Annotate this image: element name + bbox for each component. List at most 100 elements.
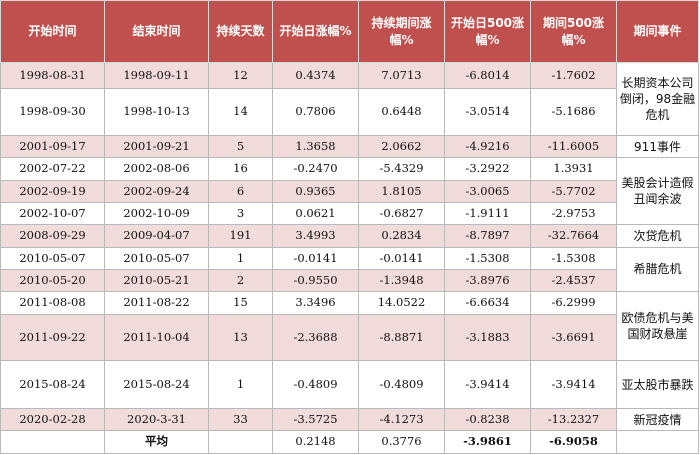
- cell-event: 欧债危机与美国财政悬崖: [616, 291, 699, 362]
- table-row: 1998-08-31 1998-09-11 12 0.4374 7.0713 -…: [0, 61, 699, 137]
- cell-period-change: -8.8871: [358, 313, 445, 362]
- average-label: 平均: [104, 430, 209, 454]
- table-row: 2010-05-07 2010-05-07 1 -0.0141 -0.0141 …: [0, 246, 699, 293]
- header-period-500-change: 期间500涨幅%: [530, 0, 617, 63]
- cell-start-change: 1.3658: [272, 135, 359, 159]
- cell-period-500-change: -2.4537: [530, 269, 617, 293]
- header-start-date: 开始时间: [0, 0, 105, 63]
- cell-end-date: 2002-08-06: [104, 157, 209, 181]
- cell-period-500-change: -5.1686: [530, 88, 617, 137]
- cell-start-date: 2020-02-28: [0, 408, 105, 432]
- table-row: 2002-07-22 2002-08-06 16 -0.2470 -5.4329…: [0, 157, 699, 226]
- table-row: 2008-09-29 2009-04-07 191 3.4993 0.2834 …: [0, 224, 699, 248]
- cell-start-date: 1998-08-31: [0, 61, 105, 90]
- cell-start-500-change: -3.0514: [444, 88, 531, 137]
- cell-start-500-change: -6.6634: [444, 291, 531, 315]
- cell-start-500-change: -4.9216: [444, 135, 531, 159]
- table-row: 2002-10-07 2002-10-09 3 0.0621 -0.6827 -…: [0, 202, 699, 226]
- cell-period-change: -0.0141: [358, 246, 445, 271]
- cell-start-date: 1998-09-30: [0, 88, 105, 137]
- cell-empty: [616, 430, 699, 454]
- cell-end-date: 2001-09-21: [104, 135, 209, 159]
- cell-start-change: -0.9550: [272, 269, 359, 293]
- header-period-change: 持续期间涨幅%: [358, 0, 445, 63]
- cell-start-500-change: -3.2922: [444, 157, 531, 181]
- cell-duration: 1: [208, 360, 273, 410]
- cell-start-500-change: -3.1883: [444, 313, 531, 362]
- cell-start-date: 2008-09-29: [0, 224, 105, 248]
- cell-period-change: -4.1273: [358, 408, 445, 432]
- cell-period-500-change: -11.6005: [530, 135, 617, 159]
- cell-period-500-change: -3.6691: [530, 313, 617, 362]
- cell-end-date: 2010-05-07: [104, 246, 209, 271]
- cell-event: 美股会计造假丑闻余波: [616, 157, 699, 226]
- cell-period-change: -0.6827: [358, 202, 445, 226]
- average-start-500-change: -3.9861: [444, 430, 531, 454]
- cell-start-date: 2002-07-22: [0, 157, 105, 181]
- cell-duration: 14: [208, 88, 273, 137]
- cell-start-change: 0.0621: [272, 202, 359, 226]
- cell-period-500-change: -6.2999: [530, 291, 617, 315]
- cell-start-500-change: -6.8014: [444, 61, 531, 90]
- cell-end-date: 2011-08-22: [104, 291, 209, 315]
- table-row: 2010-05-20 2010-05-21 2 -0.9550 -1.3948 …: [0, 269, 699, 293]
- cell-end-date: 1998-10-13: [104, 88, 209, 137]
- cell-start-change: -3.5725: [272, 408, 359, 432]
- cell-start-change: -0.0141: [272, 246, 359, 271]
- cell-start-500-change: -8.7897: [444, 224, 531, 248]
- cell-duration: 5: [208, 135, 273, 159]
- cell-event: 希腊危机: [616, 246, 699, 293]
- header-start-day-500-change: 开始日500涨幅%: [444, 0, 531, 63]
- cell-event: 次贷危机: [616, 224, 699, 248]
- cell-period-500-change: -13.2327: [530, 408, 617, 432]
- table-row: 2001-09-17 2001-09-21 5 1.3658 2.0662 -4…: [0, 135, 699, 159]
- cell-end-date: 2002-09-24: [104, 179, 209, 204]
- cell-start-change: -2.3688: [272, 313, 359, 362]
- cell-start-500-change: -3.8976: [444, 269, 531, 293]
- cell-duration: 2: [208, 269, 273, 293]
- average-period-500-change: -6.9058: [530, 430, 617, 454]
- table-row: 2002-09-19 2002-09-24 6 0.9365 1.8105 -3…: [0, 179, 699, 204]
- cell-period-500-change: -32.7664: [530, 224, 617, 248]
- cell-start-date: 2001-09-17: [0, 135, 105, 159]
- cell-start-500-change: -0.8238: [444, 408, 531, 432]
- average-start-change: 0.2148: [272, 430, 359, 454]
- average-period-change: 0.3776: [358, 430, 445, 454]
- average-row: 平均 0.2148 0.3776 -3.9861 -6.9058: [0, 430, 699, 454]
- cell-period-change: -5.4329: [358, 157, 445, 181]
- cell-start-date: 2010-05-07: [0, 246, 105, 271]
- cell-start-500-change: -3.0065: [444, 179, 531, 204]
- cell-start-500-change: -1.9111: [444, 202, 531, 226]
- table-row: 2020-02-28 2020-3-31 33 -3.5725 -4.1273 …: [0, 408, 699, 432]
- cell-duration: 3: [208, 202, 273, 226]
- table-row: 1998-09-30 1998-10-13 14 0.7806 0.6448 -…: [0, 88, 699, 137]
- cell-start-change: 3.3496: [272, 291, 359, 315]
- cell-end-date: 2002-10-09: [104, 202, 209, 226]
- cell-start-change: 0.7806: [272, 88, 359, 137]
- cell-start-change: -0.4809: [272, 360, 359, 410]
- header-period-event: 期间事件: [616, 0, 699, 63]
- cell-start-change: -0.2470: [272, 157, 359, 181]
- cell-period-change: -1.3948: [358, 269, 445, 293]
- cell-period-change: 14.0522: [358, 291, 445, 315]
- cell-empty: [208, 430, 273, 454]
- cell-duration: 16: [208, 157, 273, 181]
- cell-start-change: 0.9365: [272, 179, 359, 204]
- cell-event: 新冠疫情: [616, 408, 699, 432]
- cell-empty: [0, 430, 105, 454]
- cell-duration: 33: [208, 408, 273, 432]
- cell-end-date: 2015-08-24: [104, 360, 209, 410]
- table-row: 2015-08-24 2015-08-24 1 -0.4809 -0.4809 …: [0, 360, 699, 410]
- cell-period-change: 7.0713: [358, 61, 445, 90]
- cell-period-change: -0.4809: [358, 360, 445, 410]
- cell-start-change: 0.4374: [272, 61, 359, 90]
- cell-period-change: 0.2834: [358, 224, 445, 248]
- cell-end-date: 2009-04-07: [104, 224, 209, 248]
- header-end-date: 结束时间: [104, 0, 209, 63]
- cell-start-date: 2002-09-19: [0, 179, 105, 204]
- cell-start-date: 2011-09-22: [0, 313, 105, 362]
- cell-start-date: 2010-05-20: [0, 269, 105, 293]
- cell-start-500-change: -1.5308: [444, 246, 531, 271]
- cell-duration: 6: [208, 179, 273, 204]
